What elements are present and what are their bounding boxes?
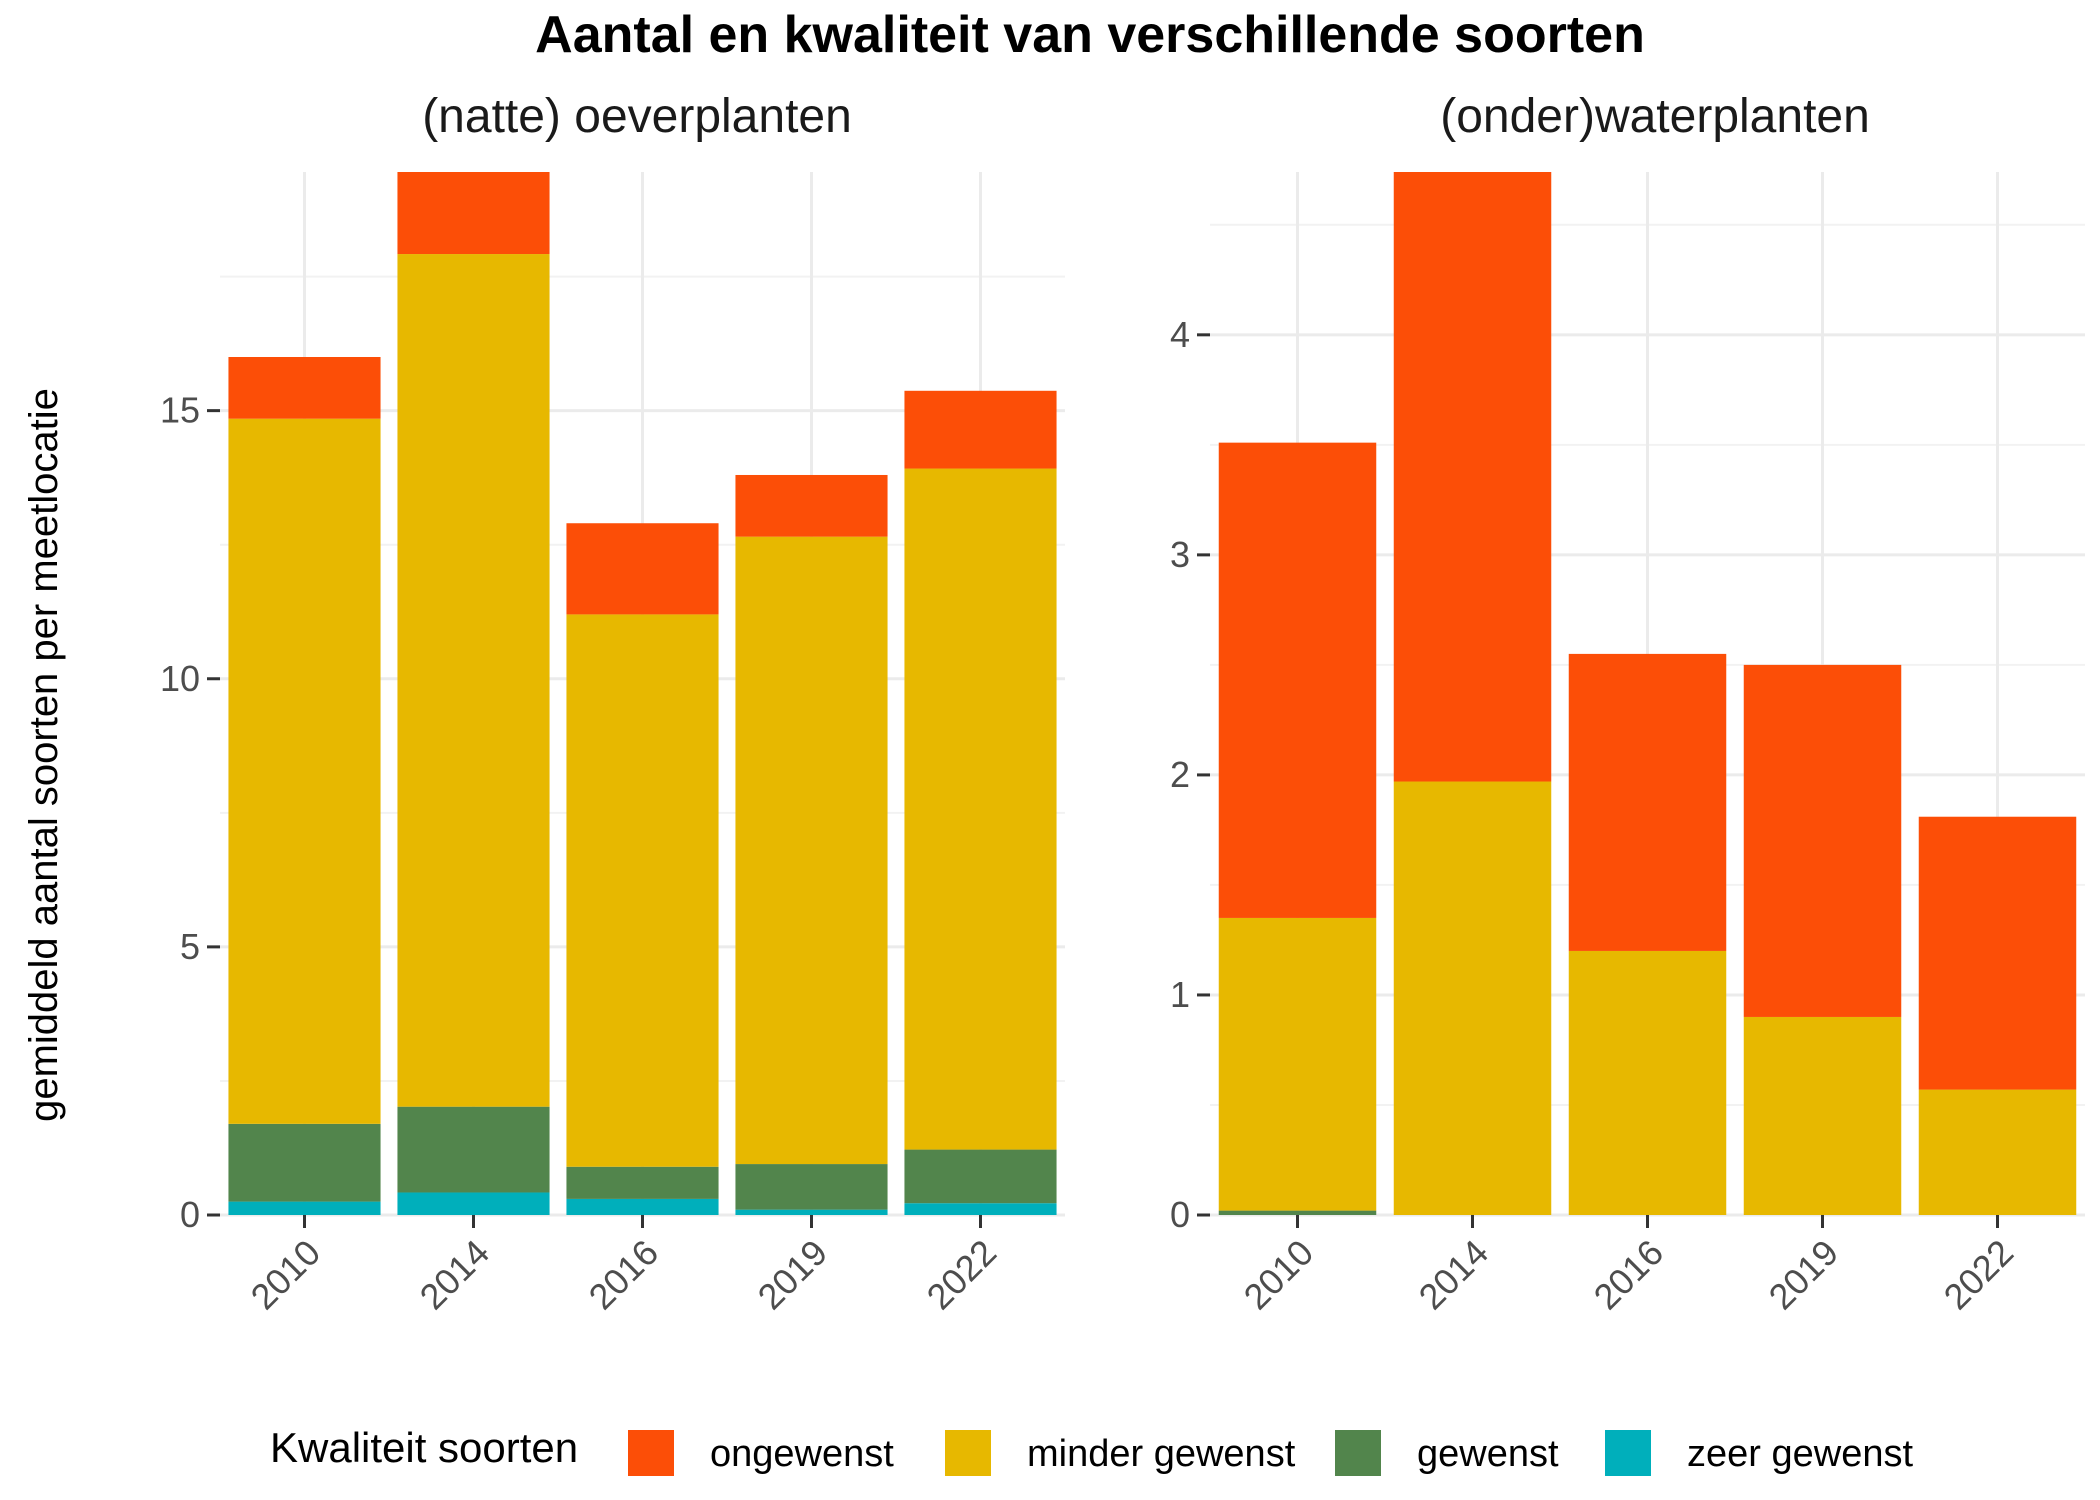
bar-minder-gewenst-2022 [1918,1089,2077,1215]
y-tick-label: 2 [1170,754,1190,795]
bar-zeer-gewenst-2022 [904,1203,1057,1215]
x-tick-label: 2010 [1236,1232,1322,1318]
x-tick-label: 2010 [243,1232,329,1318]
facet-title-waterplanten: (onder)waterplanten [1440,90,1870,143]
bar-ongewenst-2016 [1568,653,1727,951]
x-tick-label: 2019 [750,1232,836,1318]
x-tick-label: 2016 [1586,1232,1672,1318]
y-tick-label: 5 [180,926,200,967]
bar-minder-gewenst-2014 [397,254,550,1107]
y-tick-label: 3 [1170,534,1190,575]
bar-gewenst-2016 [566,1166,719,1199]
x-tick-label: 2016 [581,1232,667,1318]
bar-minder-gewenst-2016 [1568,950,1727,1215]
bar-gewenst-2010 [1218,1210,1377,1215]
bar-gewenst-2022 [904,1149,1057,1204]
legend-key-ongewenst [628,1430,674,1476]
panel-1: 0 1 2 3 4 2010 2014 2016 2019 2022 [1170,172,2085,1317]
legend-label-zeer-gewenst: zeer gewenst [1687,1433,1913,1475]
y-tick-label: 10 [160,658,200,699]
y-tick-label: 15 [160,390,200,431]
y-tick-label: 1 [1170,974,1190,1015]
bar-ongewenst-2019 [1743,664,1902,1017]
chart-panels: 0 5 10 15 2010 2014 2016 2019 2022 0 1 2 3 4 2010 2014 2… [160,172,2085,1317]
bar-ongewenst-2022 [1918,816,2077,1090]
legend-label-minder-gewenst: minder gewenst [1027,1433,1296,1475]
bar-ongewenst-2019 [735,474,888,537]
legend-key-gewenst [1335,1430,1381,1476]
x-tick-label: 2022 [1936,1232,2022,1318]
bar-zeer-gewenst-2014 [397,1192,550,1215]
legend: Kwaliteit soorten ongewenst minder gewens… [270,1424,1913,1476]
chart-title: Aantal en kwaliteit van verschillende so… [535,6,1645,64]
bar-ongewenst-2014 [1393,172,1552,782]
panel-0: 0 5 10 15 2010 2014 2016 2019 2022 [160,172,1065,1317]
bar-ongewenst-2010 [228,357,381,419]
bar-minder-gewenst-2014 [1393,781,1552,1215]
bar-minder-gewenst-2016 [566,614,719,1167]
bar-ongewenst-2010 [1218,442,1377,918]
facet-title-oeverplanten: (natte) oeverplanten [422,90,852,143]
bar-minder-gewenst-2010 [228,418,381,1124]
y-tick-label: 0 [180,1194,200,1235]
x-tick-label: 2014 [1411,1232,1497,1318]
bar-minder-gewenst-2019 [735,536,888,1165]
bar-zeer-gewenst-2010 [228,1201,381,1215]
legend-label-gewenst: gewenst [1417,1433,1559,1475]
bar-ongewenst-2022 [904,390,1057,469]
bar-ongewenst-2014 [397,172,550,255]
legend-key-minder-gewenst [945,1430,991,1476]
legend-key-zeer-gewenst [1605,1430,1651,1476]
bar-minder-gewenst-2022 [904,468,1057,1150]
y-axis-label: gemiddeld aantal soorten per meetlocatie [22,388,66,1122]
bar-zeer-gewenst-2019 [735,1209,888,1215]
x-tick-label: 2019 [1761,1232,1847,1318]
y-tick-label: 0 [1170,1194,1190,1235]
bar-ongewenst-2016 [566,523,719,615]
bar-gewenst-2014 [397,1106,550,1193]
bar-zeer-gewenst-2016 [566,1198,719,1215]
bar-gewenst-2010 [228,1123,381,1202]
bar-minder-gewenst-2010 [1218,917,1377,1211]
x-tick-label: 2014 [412,1232,498,1318]
legend-label-ongewenst: ongewenst [710,1433,894,1475]
legend-title: Kwaliteit soorten [270,1424,578,1471]
y-tick-label: 4 [1170,314,1190,355]
x-tick-label: 2022 [919,1232,1005,1318]
bar-minder-gewenst-2019 [1743,1016,1902,1215]
bar-gewenst-2019 [735,1164,888,1210]
